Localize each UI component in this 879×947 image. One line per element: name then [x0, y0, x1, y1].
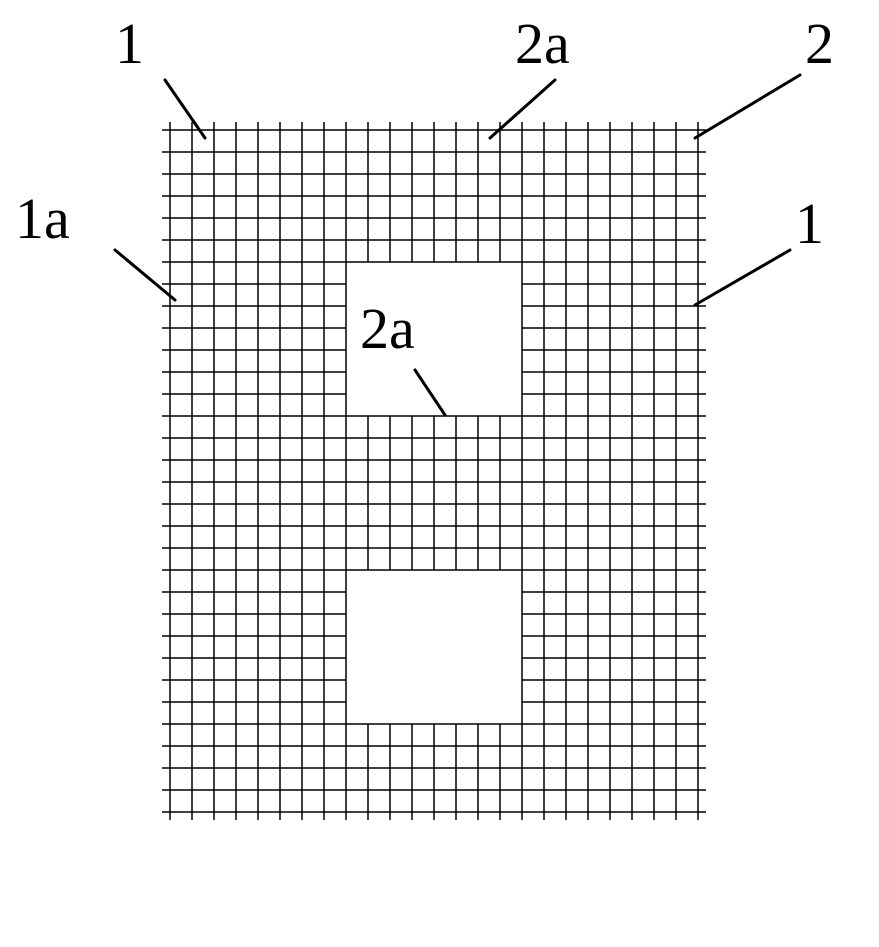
label-1-top-left: 1: [115, 10, 144, 77]
label-2a-top: 2a: [515, 10, 570, 77]
label-1-right: 1: [795, 190, 824, 257]
label-1a-left: 1a: [15, 185, 70, 252]
leaders-svg: [0, 0, 879, 947]
label-2a-inner: 2a: [360, 295, 415, 362]
label-2-top-right: 2: [805, 10, 834, 77]
diagram-root: 1 2a 2 1a 1 2a: [0, 0, 879, 947]
